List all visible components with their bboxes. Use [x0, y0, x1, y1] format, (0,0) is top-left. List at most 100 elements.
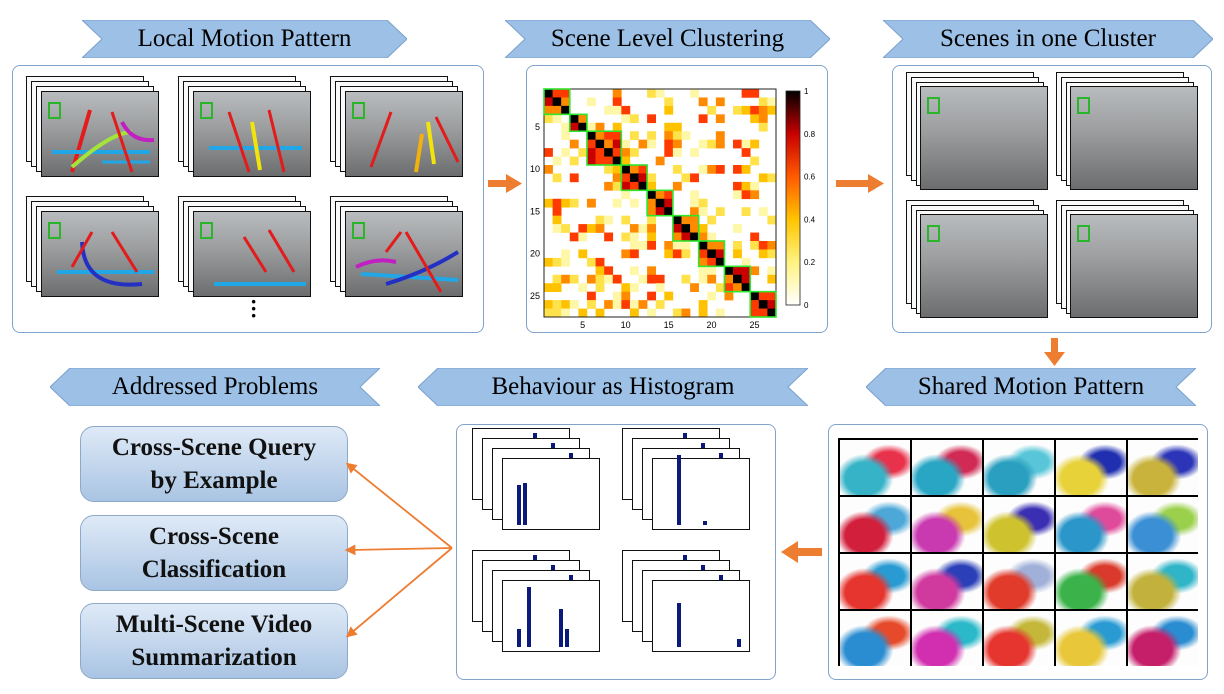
matrix-cell	[698, 300, 708, 309]
matrix-cell	[561, 257, 571, 267]
cluster-box	[646, 189, 674, 217]
motion-pattern-tile	[912, 611, 982, 666]
matrix-cell	[621, 300, 631, 309]
cluster-box	[568, 113, 588, 133]
matrix-cell	[715, 257, 725, 267]
motion-pattern-tile	[1128, 611, 1198, 666]
matrix-cell	[715, 241, 725, 250]
matrix-cell	[552, 89, 562, 98]
matrix-cell	[647, 198, 657, 208]
matrix-cell	[733, 181, 742, 191]
matrix-cell	[586, 198, 596, 208]
motion-pattern-mosaic	[838, 438, 1198, 666]
matrix-cell	[544, 114, 553, 124]
matrix-cell	[672, 224, 682, 233]
colorbar-tick-label: 1	[804, 87, 809, 96]
matrix-cell	[569, 198, 579, 208]
matrix-y-tick-label: 25	[530, 291, 540, 301]
banner-label: Scenes in one Cluster	[940, 25, 1156, 52]
motion-pattern-tile	[984, 611, 1054, 666]
matrix-cell	[664, 122, 674, 132]
motion-pattern-tile	[912, 554, 982, 609]
matrix-cell	[629, 198, 639, 208]
matrix-cell	[612, 97, 622, 107]
matrix-cell	[681, 224, 691, 233]
matrix-cell	[561, 148, 571, 157]
colorbar	[785, 90, 801, 306]
matrix-cell	[758, 308, 768, 318]
motion-pattern-tile	[840, 440, 910, 495]
matrix-cell	[578, 232, 588, 242]
matrix-cell	[655, 156, 665, 166]
matrix-cell	[698, 241, 708, 250]
matrix-cell	[690, 89, 699, 98]
matrix-cell	[638, 139, 648, 149]
cluster-box	[697, 240, 726, 268]
histogram-bar	[551, 565, 555, 571]
matrix-y-tick-label: 5	[535, 122, 540, 132]
matrix-cell	[733, 224, 742, 233]
matrix-cell	[741, 148, 751, 157]
matrix-cell	[750, 114, 760, 124]
matrix-cell	[595, 266, 605, 276]
matrix-cell	[569, 156, 579, 166]
matrix-cell	[621, 283, 631, 292]
matrix-cell	[544, 257, 553, 267]
matrix-cell	[664, 105, 674, 115]
matrix-cell	[612, 300, 622, 309]
matrix-cell	[758, 241, 768, 250]
motion-arrows	[355, 231, 460, 293]
matrix-cell	[612, 274, 622, 284]
motion-pattern-tile	[1056, 440, 1126, 495]
matrix-cell	[672, 241, 682, 250]
matrix-cell	[552, 274, 562, 284]
cluster-box	[672, 214, 700, 242]
matrix-cell	[561, 89, 571, 98]
matrix-cell	[707, 257, 717, 267]
camera-badge-icon	[1077, 225, 1090, 242]
matrix-cell	[707, 105, 717, 115]
matrix-cell	[758, 122, 768, 132]
matrix-cell	[741, 165, 751, 174]
banner-behaviour-as-histogram: Behaviour as Histogram	[418, 368, 808, 406]
matrix-cell	[655, 89, 665, 98]
motion-pattern-tile	[1056, 497, 1126, 552]
matrix-cell	[741, 283, 751, 292]
histogram-plot	[652, 455, 750, 530]
matrix-cell	[544, 97, 553, 107]
camera-badge-icon	[352, 222, 365, 239]
colorbar-ticks: 1 0.8 0.6 0.4 0.2 0	[804, 87, 816, 310]
matrix-cell	[707, 232, 717, 242]
matrix-cell	[604, 105, 614, 115]
histogram-plot	[502, 580, 600, 652]
matrix-cell	[715, 131, 725, 140]
matrix-cell	[681, 215, 691, 225]
matrix-cell	[629, 165, 639, 174]
matrix-cell	[724, 291, 734, 301]
matrix-cell	[664, 97, 674, 107]
matrix-cell	[672, 215, 682, 225]
cluster-box	[543, 88, 571, 116]
matrix-x-tick-label: 10	[621, 320, 631, 330]
histogram-bar	[719, 453, 723, 459]
matrix-cell	[638, 173, 648, 183]
matrix-cell	[552, 224, 562, 233]
histogram-bar	[719, 575, 723, 581]
traffic-scene-thumbnail	[41, 211, 159, 297]
matrix-cell	[552, 105, 562, 115]
matrix-cell	[758, 97, 768, 107]
matrix-cell	[595, 122, 605, 132]
matrix-cell	[767, 274, 777, 284]
matrix-cell	[561, 122, 571, 132]
matrix-cell	[595, 224, 605, 233]
matrix-cell	[647, 89, 657, 98]
matrix-cell	[595, 148, 605, 157]
similarity-matrix-plot: 5 10 15 20 25 5 10 15 20 25 1 0.8 0.6 0.4 0.2 0	[530, 87, 816, 330]
histogram-bar	[569, 575, 573, 581]
matrix-cell	[758, 173, 768, 183]
matrix-cell	[552, 156, 562, 166]
matrix-cell	[690, 232, 699, 242]
matrix-cell	[578, 283, 588, 292]
matrix-cell	[672, 181, 682, 191]
matrix-cell	[586, 156, 596, 166]
